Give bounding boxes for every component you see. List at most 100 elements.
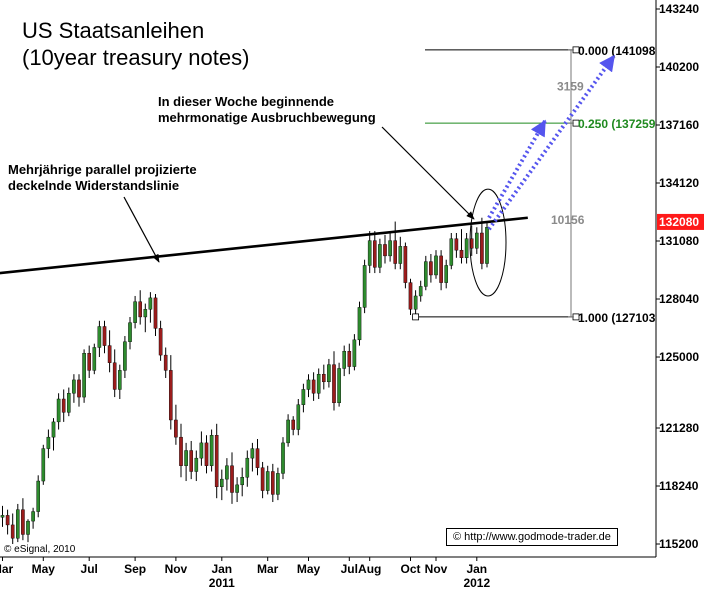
candle-body — [66, 393, 71, 413]
measurement-label: 3159 — [557, 79, 584, 93]
candle-body — [10, 524, 15, 539]
candle-body — [301, 389, 306, 405]
candle-body — [352, 339, 357, 367]
x-tick-label: Mar — [0, 562, 13, 576]
candle-body — [0, 515, 5, 518]
candle-body — [332, 364, 336, 404]
candle-body — [143, 309, 148, 318]
y-tick-label: 137160 — [659, 118, 699, 132]
candle-body — [230, 465, 234, 493]
x-tick-label: Jan — [211, 562, 232, 576]
candle-body — [398, 246, 403, 264]
candle-body — [148, 297, 153, 310]
chart-subtitle: (10year treasury notes) — [22, 45, 250, 70]
candle-body — [250, 448, 255, 459]
chart-overlays: 0.000 (141098) 0.250 (137259) 1.000 (12710… — [0, 44, 659, 325]
last-price-badge — [657, 213, 704, 230]
candle-body — [225, 465, 229, 480]
x-year-label: 2011 — [209, 576, 235, 590]
candle-body — [469, 238, 474, 249]
candle-body — [444, 265, 449, 283]
candle-body — [408, 282, 413, 310]
candle-body — [281, 442, 285, 474]
breakout-annotation: In dieser Woche beginnende mehrmonatige … — [158, 94, 376, 126]
credit-text: © eSignal, 2010 — [4, 544, 76, 555]
x-tick-label: Jan — [466, 562, 487, 576]
candle-body — [296, 404, 301, 430]
candle-body — [306, 379, 311, 390]
candle-body — [276, 473, 280, 495]
y-tick-label: 115200 — [659, 537, 699, 551]
candle-body — [245, 457, 250, 478]
candle-body — [26, 520, 30, 535]
candle-body — [424, 261, 428, 287]
x-tick-label: Aug — [358, 562, 381, 576]
candle-body — [51, 421, 56, 438]
candle-body — [189, 450, 194, 472]
candle-body — [260, 467, 265, 491]
candle-body — [204, 442, 209, 466]
candle-body — [459, 249, 464, 259]
candle-body — [291, 419, 296, 430]
y-tick-label: 131080 — [659, 234, 699, 248]
x-axis: MarMayJulSepNovJanMarMayJulAugOctNovJan2… — [0, 556, 656, 590]
breakout-annotation-line-1: In dieser Woche beginnende — [158, 94, 335, 109]
candle-body — [373, 240, 377, 268]
candle-body — [31, 511, 35, 522]
candle-body — [362, 265, 367, 308]
candle-body — [56, 398, 61, 423]
candle-body — [403, 246, 408, 283]
candle-body — [434, 255, 438, 276]
candle-body — [36, 480, 40, 512]
candle-body — [184, 450, 188, 466]
y-tick-label: 125000 — [659, 350, 699, 364]
candle-body — [61, 398, 66, 413]
x-tick-label: Oct — [400, 562, 420, 576]
candle-body — [322, 373, 326, 383]
candle-body — [214, 435, 219, 487]
resistance-annotation-line-1: Mehrjährige parallel projizierte — [8, 162, 197, 177]
candle-body — [475, 232, 479, 249]
x-tick-label: Nov — [165, 562, 188, 576]
candle-body — [235, 484, 239, 493]
candle-body — [429, 261, 433, 276]
candle-body — [72, 379, 76, 394]
candle-body — [219, 478, 224, 487]
candle-body — [418, 286, 423, 297]
projection-arrow — [487, 119, 547, 219]
x-tick-label: Jul — [341, 562, 358, 576]
candle-body — [117, 370, 122, 390]
y-tick-label: 143240 — [659, 2, 699, 16]
candle-body — [439, 255, 443, 283]
candle-body — [393, 240, 398, 264]
source-link[interactable]: © http://www.godmode-trader.de — [446, 528, 618, 546]
candle-body — [153, 297, 158, 329]
fib-level-label: 1.000 (127103) — [578, 311, 659, 325]
y-tick-label: 121280 — [659, 421, 699, 435]
candle-body — [240, 477, 245, 486]
candle-body — [97, 326, 102, 348]
last-price-label: 132080 — [659, 215, 699, 229]
candle-body — [46, 436, 51, 449]
candle-body — [454, 238, 459, 251]
candle-body — [347, 351, 352, 367]
candle-body — [112, 362, 117, 390]
candle-body — [16, 509, 20, 539]
candle-body — [378, 244, 382, 268]
x-tick-label: Mar — [257, 562, 279, 576]
candle-body — [92, 347, 97, 371]
candle-body — [485, 227, 489, 264]
y-tick-label: 134120 — [659, 176, 699, 190]
candle-body — [337, 368, 341, 404]
candle-body — [265, 471, 270, 491]
candle-body — [342, 351, 347, 369]
candle-body — [327, 364, 331, 383]
fib-level-label: 0.250 (137259) — [578, 117, 659, 131]
chart-title: US Staatsanleihen — [22, 18, 205, 43]
candle-body — [388, 240, 392, 257]
highlight-ellipse — [469, 188, 507, 297]
candle-body — [311, 379, 316, 394]
y-tick-label: 140200 — [659, 60, 699, 74]
candle-body — [102, 326, 107, 346]
